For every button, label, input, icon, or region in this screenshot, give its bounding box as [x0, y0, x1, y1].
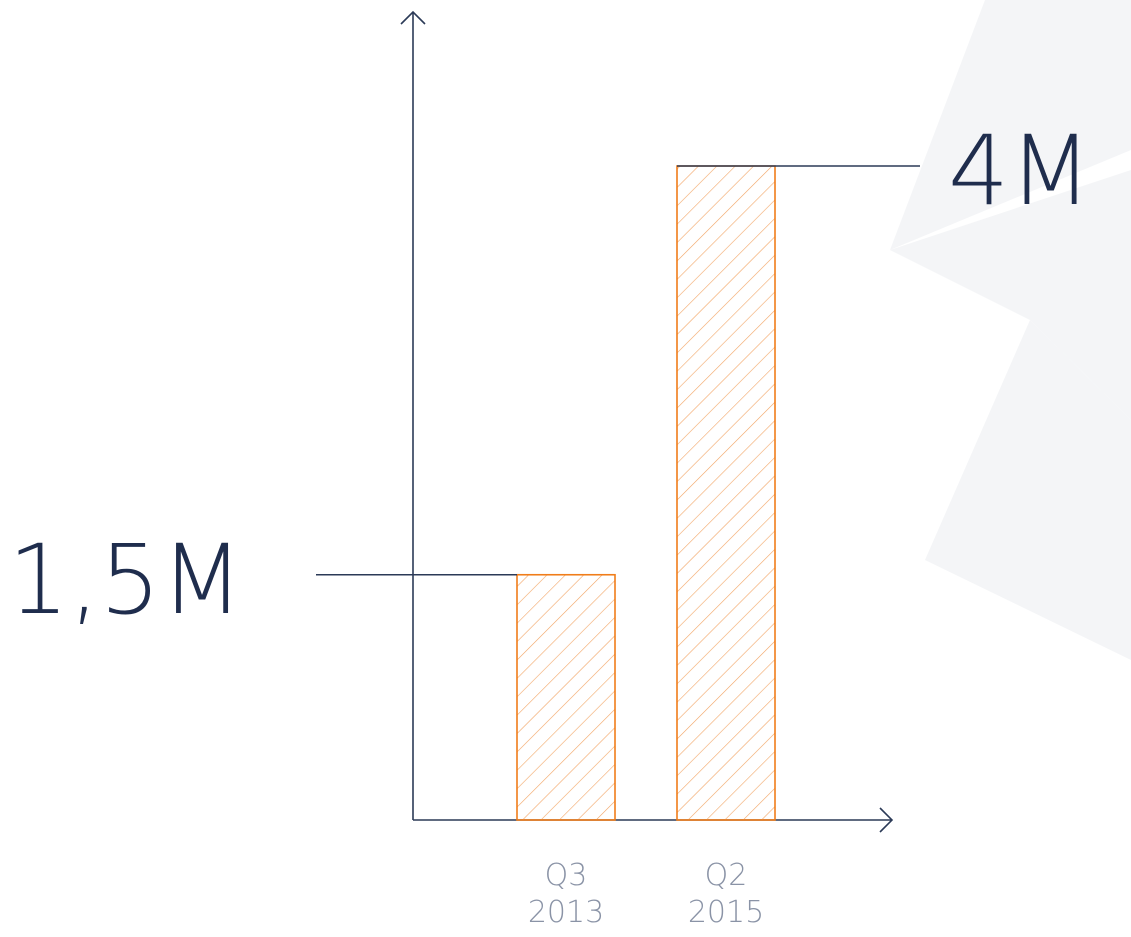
bar-q2-2015 — [676, 165, 776, 821]
x-tick-label: 2015 — [688, 895, 764, 930]
background-shape — [890, 170, 1131, 420]
bars — [516, 165, 776, 821]
value-leader-lines — [316, 165, 920, 576]
value-labels: 1,5M 4M — [8, 115, 1092, 636]
x-tick-label: 2013 — [528, 895, 604, 930]
x-tick-label: Q3 — [545, 858, 588, 893]
background-shape — [890, 0, 1131, 250]
bar-q3-2013 — [516, 573, 616, 821]
background-shape — [925, 320, 1131, 660]
axes — [400, 10, 894, 833]
x-tick-label: Q2 — [705, 858, 748, 893]
x-axis-arrow — [879, 807, 894, 833]
y-axis-arrow — [400, 10, 426, 25]
value-label: 4M — [948, 115, 1092, 227]
background-decoration — [890, 0, 1131, 660]
value-label: 1,5M — [8, 524, 244, 636]
